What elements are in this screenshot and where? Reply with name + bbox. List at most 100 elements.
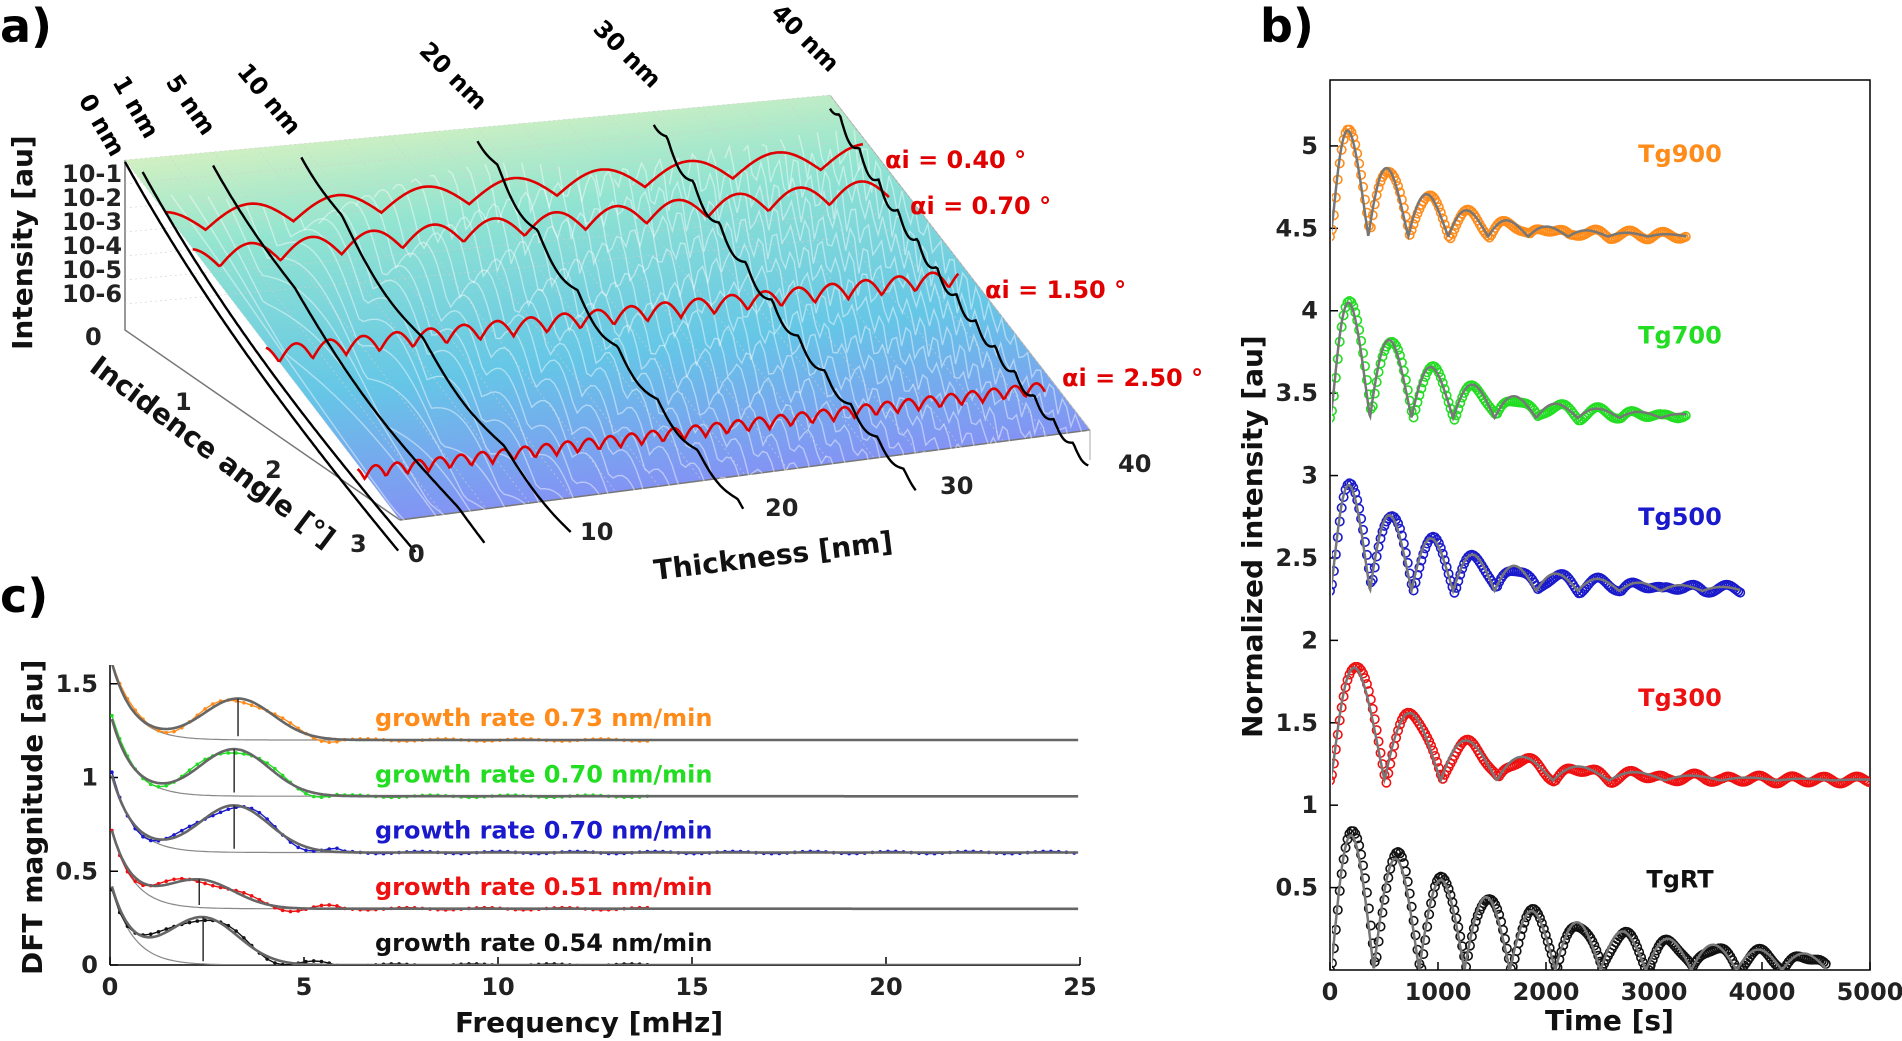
panel-label-c: c) bbox=[0, 569, 48, 623]
data-point bbox=[1416, 555, 1427, 566]
growth-rate-label: growth rate 0.73 nm/min bbox=[375, 704, 712, 732]
y-tick-label: 0.5 bbox=[1275, 874, 1318, 902]
fringe-line bbox=[779, 138, 1017, 453]
box-edge bbox=[124, 160, 401, 521]
series-Tg500 bbox=[1332, 478, 1746, 599]
fringe-line bbox=[521, 162, 763, 478]
fringe-line bbox=[484, 163, 727, 483]
surface-back-wall bbox=[125, 95, 1090, 520]
data-point bbox=[1394, 719, 1405, 730]
fit-line bbox=[1332, 301, 1687, 422]
peak-fit-line bbox=[110, 830, 1079, 911]
fringe-line bbox=[392, 183, 637, 493]
angle-cut-label: αi = 1.50 ° bbox=[985, 276, 1126, 304]
data-point bbox=[1636, 952, 1647, 963]
y-tick-label: 4 bbox=[1301, 297, 1318, 325]
y-tick-label: 0 bbox=[85, 323, 102, 351]
y-tick-label: 1.5 bbox=[55, 670, 98, 698]
data-point bbox=[1358, 348, 1369, 359]
x-tick-label: 5 bbox=[296, 973, 313, 1001]
data-point bbox=[1332, 586, 1335, 596]
growth-rate-label: growth rate 0.51 nm/min bbox=[375, 873, 712, 901]
data-point bbox=[1398, 538, 1409, 549]
fringe-line bbox=[429, 174, 673, 493]
y-tick-label: 2 bbox=[1301, 626, 1318, 654]
thickness-cut-label: 5 nm bbox=[160, 69, 221, 140]
panel-label-b: b) bbox=[1260, 0, 1314, 53]
grid-line bbox=[653, 111, 918, 453]
y-tick-label: 4.5 bbox=[1275, 214, 1318, 242]
fringe-line bbox=[742, 144, 981, 457]
series-label: TgRT bbox=[1646, 865, 1714, 893]
thickness-cut-curves bbox=[123, 108, 1089, 553]
data-point bbox=[1363, 903, 1374, 914]
fringe-line bbox=[687, 152, 926, 461]
x-tick-label: 25 bbox=[1063, 973, 1096, 1001]
fringe-line bbox=[558, 166, 800, 474]
data-point bbox=[1416, 963, 1427, 970]
angle-cut-curve bbox=[265, 271, 960, 363]
y-axis-label: DFT magnitude [au] bbox=[16, 660, 49, 975]
data-point bbox=[1361, 374, 1372, 385]
data-point bbox=[1863, 777, 1870, 788]
fringe-line bbox=[373, 188, 618, 508]
y-tick-label: 3 bbox=[1301, 462, 1318, 490]
data-point bbox=[1381, 777, 1392, 788]
fringe-line bbox=[355, 195, 600, 495]
z-tick-label: 10-4 bbox=[62, 232, 122, 260]
growth-rate-label: growth rate 0.70 nm/min bbox=[375, 760, 712, 788]
angle-cut-curve bbox=[356, 381, 1047, 482]
y-tick-label: 1 bbox=[1301, 791, 1318, 819]
fit-line bbox=[1332, 129, 1687, 241]
fringe-line bbox=[631, 161, 872, 470]
x-tick-label: 20 bbox=[869, 973, 902, 1001]
data-point bbox=[1459, 951, 1470, 962]
angle-cut-label: αi = 0.40 ° bbox=[885, 146, 1026, 174]
grid-line bbox=[168, 155, 444, 515]
fringe-line bbox=[502, 162, 745, 495]
data-point bbox=[1414, 562, 1425, 573]
y-tick-label: 2.5 bbox=[1275, 544, 1318, 572]
series-labels: Tg900 Tg700 Tg500 Tg300 TgRT bbox=[1638, 140, 1722, 893]
growth-rate-label: growth rate 0.54 nm/min bbox=[375, 929, 712, 957]
data-point bbox=[1332, 579, 1337, 590]
data-point bbox=[1359, 194, 1370, 205]
data-point bbox=[1332, 958, 1337, 969]
series-label: Tg700 bbox=[1638, 321, 1722, 349]
fringe-line bbox=[447, 170, 690, 492]
x-tick-label: 15 bbox=[675, 973, 708, 1001]
data-point bbox=[1359, 537, 1370, 548]
series-Tg900 bbox=[1332, 124, 1691, 245]
x-axis-label: Thickness [nm] bbox=[652, 525, 895, 587]
thickness-cut-label: 10 nm bbox=[231, 58, 306, 140]
data-point bbox=[1361, 887, 1372, 898]
grid-line bbox=[697, 107, 961, 448]
z-tick-label: 10-2 bbox=[62, 184, 122, 212]
panel-label-a: a) bbox=[0, 0, 52, 53]
plot-frame bbox=[1329, 79, 1871, 971]
angle-cut-curves bbox=[165, 142, 1047, 482]
data-point bbox=[1332, 224, 1337, 235]
fit-line bbox=[1332, 666, 1870, 785]
data-point bbox=[1398, 365, 1409, 376]
data-point bbox=[1358, 524, 1369, 535]
thickness-cut-curve bbox=[123, 161, 400, 552]
data-point bbox=[1354, 840, 1365, 851]
dft-series bbox=[110, 886, 1079, 965]
data-point bbox=[1332, 965, 1335, 970]
x-tick-label: 5000 bbox=[1837, 978, 1902, 1006]
x-tick-label: 20 bbox=[765, 494, 798, 522]
data-point bbox=[1358, 860, 1369, 871]
thickness-cut-curve bbox=[212, 164, 486, 544]
dft-series bbox=[111, 665, 1079, 745]
y-tick-label: 3.5 bbox=[1275, 379, 1318, 407]
data-point bbox=[1416, 383, 1427, 394]
grid-line bbox=[477, 127, 746, 476]
data-point bbox=[1367, 703, 1378, 714]
fringe-line bbox=[262, 206, 510, 516]
data-point bbox=[1359, 873, 1370, 884]
x-tick-label: 10 bbox=[481, 973, 514, 1001]
grid-line bbox=[785, 98, 1048, 436]
y-tick-label: 1 bbox=[175, 388, 192, 416]
